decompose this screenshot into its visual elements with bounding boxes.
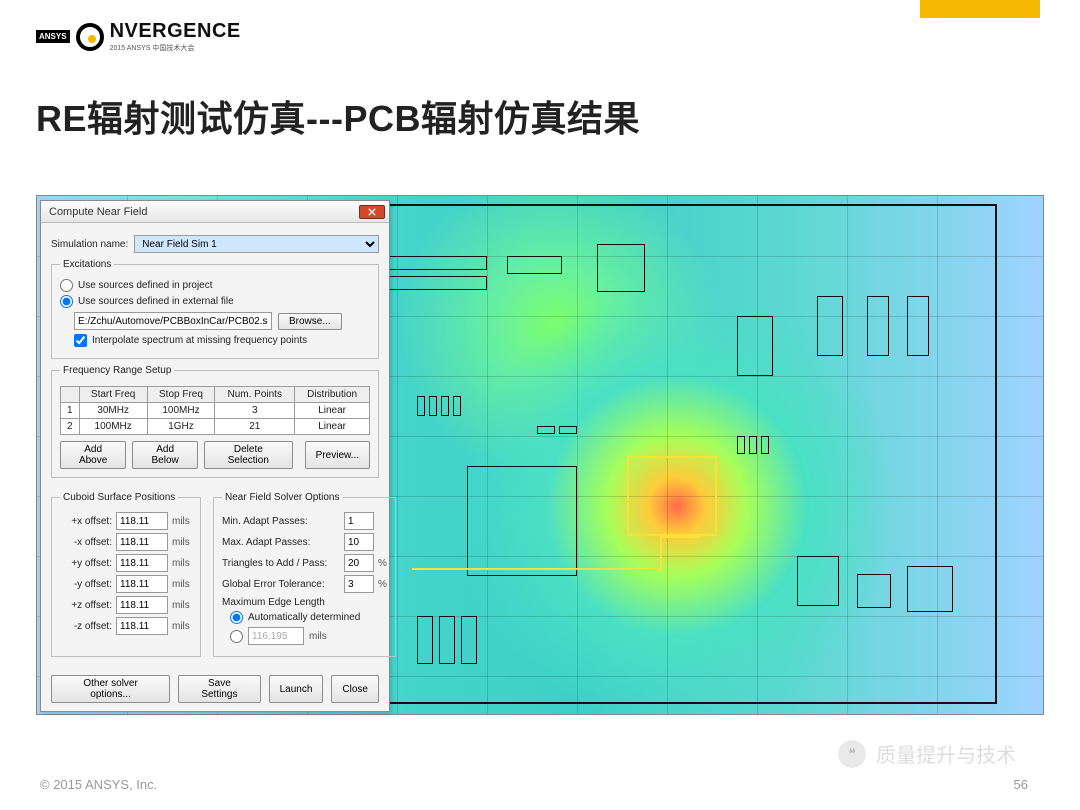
solver-input-3[interactable] bbox=[344, 575, 374, 593]
logo-text: NVERGENCE 2015 ANSYS 中国技术大会 bbox=[110, 20, 241, 53]
accent-bar bbox=[920, 0, 1040, 18]
watermark-text: 质量提升与技术 bbox=[876, 739, 1016, 768]
solver-label: Max. Adapt Passes: bbox=[222, 537, 340, 548]
max-edge-label: Maximum Edge Length bbox=[222, 597, 387, 608]
opt-external-label: Use sources defined in external file bbox=[78, 296, 234, 307]
offset-unit: mils bbox=[172, 579, 190, 590]
dialog-title: Compute Near Field bbox=[49, 206, 147, 218]
delete-selection-button[interactable]: Delete Selection bbox=[204, 441, 293, 469]
ansys-badge: ANSYS bbox=[36, 30, 70, 43]
sim-name-select[interactable]: Near Field Sim 1 bbox=[134, 235, 379, 253]
solver-input-2[interactable] bbox=[344, 554, 374, 572]
solver-input-0[interactable] bbox=[344, 512, 374, 530]
opt-project-label: Use sources defined in project bbox=[78, 280, 213, 291]
offset-input-0[interactable] bbox=[116, 512, 168, 530]
offset-label: +y offset: bbox=[60, 558, 112, 569]
offset-input-4[interactable] bbox=[116, 596, 168, 614]
excitations-legend: Excitations bbox=[60, 259, 114, 270]
offset-input-3[interactable] bbox=[116, 575, 168, 593]
offset-input-2[interactable] bbox=[116, 554, 168, 572]
page-number: 56 bbox=[1014, 777, 1028, 792]
th-start: Start Freq bbox=[79, 387, 147, 403]
th-stop: Stop Freq bbox=[147, 387, 215, 403]
slide: ANSYS NVERGENCE 2015 ANSYS 中国技术大会 RE辐射测试… bbox=[0, 0, 1080, 810]
radio-auto-edge[interactable] bbox=[230, 611, 243, 624]
sim-name-label: Simulation name: bbox=[51, 239, 128, 250]
manual-edge-unit: mils bbox=[309, 631, 327, 642]
offset-input-5[interactable] bbox=[116, 617, 168, 635]
offset-label: -x offset: bbox=[60, 537, 112, 548]
external-path-input[interactable] bbox=[74, 312, 272, 330]
brand-name: NVERGENCE bbox=[110, 20, 241, 43]
radio-use-external[interactable] bbox=[60, 295, 73, 308]
freq-range-group: Frequency Range Setup Start Freq Stop Fr… bbox=[51, 365, 379, 478]
offset-label: +x offset: bbox=[60, 516, 112, 527]
solver-label: Triangles to Add / Pass: bbox=[222, 558, 340, 569]
solver-group: Near Field Solver Options Min. Adapt Pas… bbox=[213, 492, 396, 657]
add-above-button[interactable]: Add Above bbox=[60, 441, 126, 469]
compute-near-field-dialog: Compute Near Field Simulation name: Near… bbox=[40, 200, 390, 712]
trace bbox=[412, 568, 662, 570]
add-below-button[interactable]: Add Below bbox=[132, 441, 198, 469]
brand-sub: 2015 ANSYS 中国技术大会 bbox=[110, 43, 241, 53]
solver-label: Global Error Tolerance: bbox=[222, 579, 340, 590]
offset-unit: mils bbox=[172, 537, 190, 548]
offset-unit: mils bbox=[172, 558, 190, 569]
save-settings-button[interactable]: Save Settings bbox=[178, 675, 260, 703]
wechat-icon: ❝ bbox=[838, 740, 866, 768]
offset-input-1[interactable] bbox=[116, 533, 168, 551]
offset-label: -z offset: bbox=[60, 621, 112, 632]
offset-label: -y offset: bbox=[60, 579, 112, 590]
swirl-icon bbox=[76, 23, 104, 51]
solver-input-1[interactable] bbox=[344, 533, 374, 551]
interp-checkbox[interactable] bbox=[74, 334, 87, 347]
watermark: ❝ 质量提升与技术 bbox=[838, 739, 1016, 768]
freq-table[interactable]: Start Freq Stop Freq Num. Points Distrib… bbox=[60, 386, 370, 435]
solver-label: Min. Adapt Passes: bbox=[222, 516, 340, 527]
cuboid-group: Cuboid Surface Positions +x offset: mils… bbox=[51, 492, 201, 657]
excitations-group: Excitations Use sources defined in proje… bbox=[51, 259, 379, 359]
preview-button[interactable]: Preview... bbox=[305, 441, 370, 469]
offset-unit: mils bbox=[172, 516, 190, 527]
radio-manual-edge[interactable] bbox=[230, 630, 243, 643]
launch-button[interactable]: Launch bbox=[269, 675, 324, 703]
offset-unit: mils bbox=[172, 621, 190, 632]
auto-edge-label: Automatically determined bbox=[248, 612, 360, 623]
th-blank bbox=[61, 387, 80, 403]
offset-unit: mils bbox=[172, 600, 190, 611]
radio-use-project[interactable] bbox=[60, 279, 73, 292]
manual-edge-input[interactable] bbox=[248, 627, 304, 645]
browse-button[interactable]: Browse... bbox=[278, 313, 342, 330]
cuboid-legend: Cuboid Surface Positions bbox=[60, 492, 178, 503]
copyright: © 2015 ANSYS, Inc. bbox=[40, 777, 157, 792]
solver-suffix: % bbox=[378, 579, 387, 590]
solver-legend: Near Field Solver Options bbox=[222, 492, 343, 503]
th-dist: Distribution bbox=[295, 387, 370, 403]
th-num: Num. Points bbox=[215, 387, 295, 403]
interp-label: Interpolate spectrum at missing frequenc… bbox=[92, 335, 307, 346]
offset-label: +z offset: bbox=[60, 600, 112, 611]
table-row: 2 100MHz 1GHz 21 Linear bbox=[61, 419, 370, 435]
close-icon[interactable] bbox=[359, 205, 385, 219]
dialog-titlebar[interactable]: Compute Near Field bbox=[41, 201, 389, 223]
other-solver-button[interactable]: Other solver options... bbox=[51, 675, 170, 703]
page-title: RE辐射测试仿真---PCB辐射仿真结果 bbox=[36, 90, 640, 142]
solver-suffix: % bbox=[378, 558, 387, 569]
table-row: 1 30MHz 100MHz 3 Linear bbox=[61, 403, 370, 419]
logo: ANSYS NVERGENCE 2015 ANSYS 中国技术大会 bbox=[36, 20, 241, 53]
freq-legend: Frequency Range Setup bbox=[60, 365, 174, 376]
close-button[interactable]: Close bbox=[331, 675, 379, 703]
